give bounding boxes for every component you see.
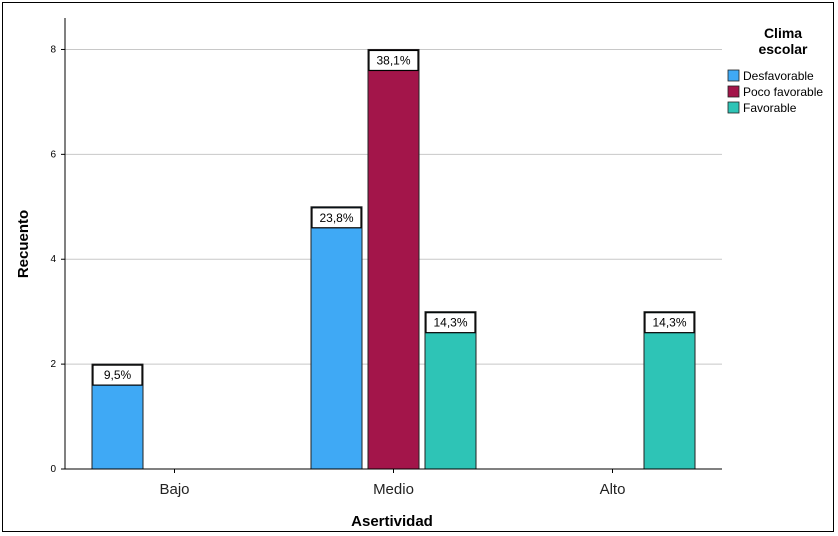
- legend-label: Poco favorable: [743, 85, 823, 99]
- y-tick-label: 0: [50, 464, 56, 475]
- bar: [643, 311, 696, 470]
- legend-title-line1: Clima: [764, 25, 802, 41]
- x-category-label: Alto: [600, 481, 626, 498]
- bar: [424, 311, 477, 470]
- legend-swatch: [727, 85, 740, 98]
- legend-title-line2: escolar: [758, 41, 808, 57]
- data-label-box: [368, 49, 419, 72]
- legend-swatch: [727, 69, 740, 82]
- data-label: 23,8%: [319, 211, 353, 225]
- data-label: 14,3%: [652, 316, 686, 330]
- y-tick-label: 4: [50, 254, 56, 265]
- legend-label: Desfavorable: [743, 69, 814, 83]
- data-labels: 9,5% 23,8% 38,1% 14,3% 14,3%: [92, 49, 695, 386]
- y-axis-title: Recuento: [15, 210, 32, 278]
- y-tick-label: 6: [50, 149, 56, 160]
- bar: [367, 48, 420, 470]
- data-label-box: [425, 312, 476, 334]
- x-category-label: Medio: [373, 481, 414, 498]
- legend-swatch: [727, 101, 740, 114]
- legend-label: Favorable: [743, 101, 797, 115]
- bars: [91, 48, 696, 470]
- y-tick-label: 8: [50, 44, 56, 55]
- y-tick-label: 2: [50, 359, 56, 370]
- data-label: 14,3%: [433, 316, 467, 330]
- x-category-label: Bajo: [159, 481, 189, 498]
- x-axis-title: Asertividad: [351, 513, 433, 530]
- data-label: 38,1%: [376, 53, 410, 67]
- data-label-box: [644, 312, 695, 334]
- data-label: 9,5%: [104, 368, 132, 382]
- data-label-box: [92, 364, 143, 386]
- data-label-box: [311, 207, 362, 229]
- bar: [310, 206, 363, 470]
- axes: 0 2 4 6 8 Bajo Medio Alto: [50, 18, 722, 498]
- legend: Clima escolar Desfavorable Poco favorable…: [727, 25, 823, 115]
